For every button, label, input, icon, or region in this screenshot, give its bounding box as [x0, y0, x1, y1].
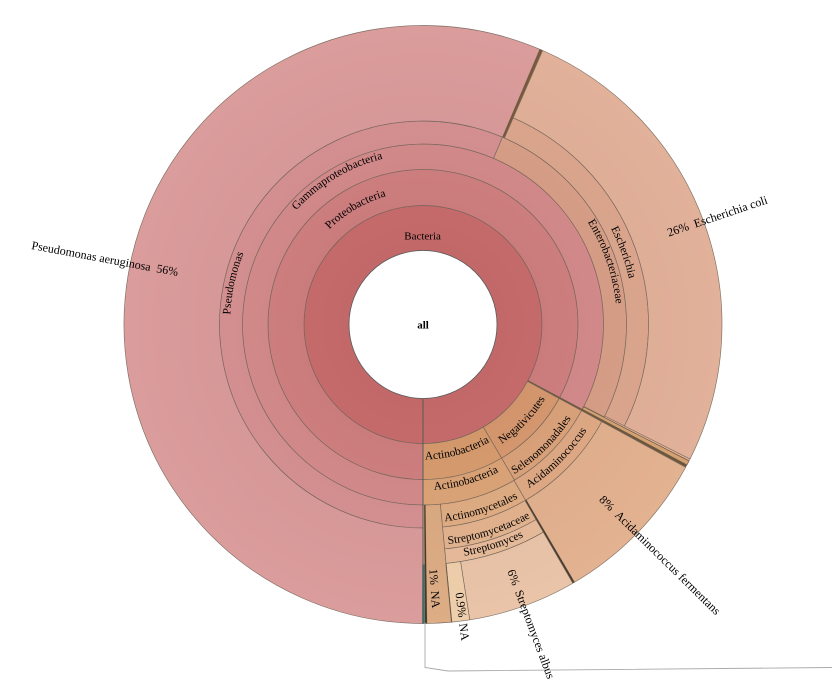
svg-text:Bacteria: Bacteria	[404, 231, 441, 243]
svg-text:0.9% NA: 0.9% NA	[453, 592, 473, 642]
svg-text:1% NA: 1% NA	[426, 568, 443, 609]
svg-text:all: all	[417, 319, 429, 331]
